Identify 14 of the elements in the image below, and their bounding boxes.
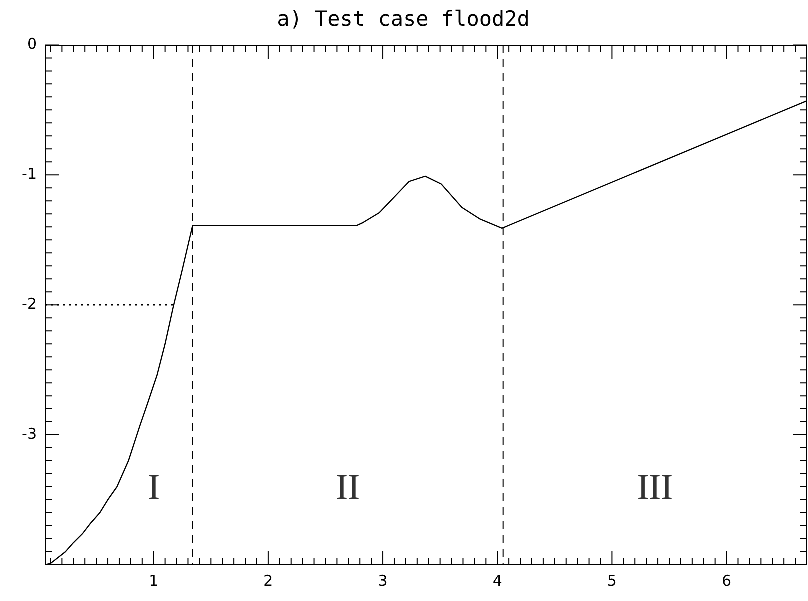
x-tick-label: 1 [149, 572, 159, 590]
annotation: III [637, 467, 674, 508]
x-tick-label: 5 [607, 572, 617, 590]
y-tick-label: -1 [22, 165, 37, 184]
x-tick-label: 4 [492, 572, 502, 590]
annotation: II [336, 467, 360, 508]
y-tick-label: -2 [22, 294, 37, 313]
annotation: I [148, 467, 160, 508]
x-tick-label: 3 [378, 572, 388, 590]
y-tick-label: -3 [22, 424, 37, 443]
chart-title: a) Test case flood2d [277, 7, 530, 32]
x-tick-label: 2 [264, 572, 274, 590]
x-tick-label: 6 [722, 572, 732, 590]
y-tick-label: 0 [27, 35, 37, 54]
